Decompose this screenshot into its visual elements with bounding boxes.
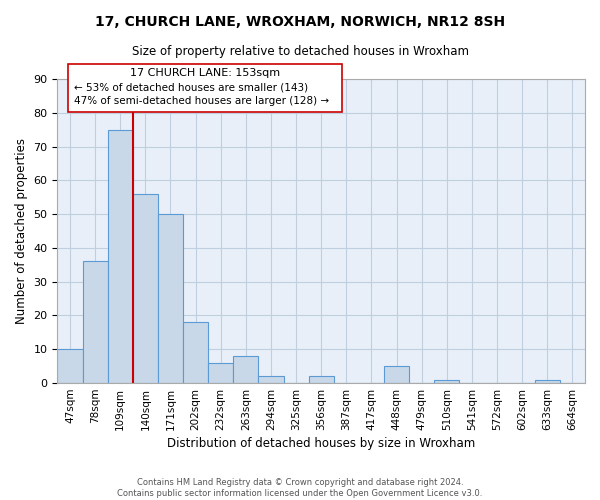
Bar xyxy=(208,363,233,383)
Bar xyxy=(133,194,158,383)
Bar xyxy=(434,380,460,383)
Text: 17 CHURCH LANE: 153sqm: 17 CHURCH LANE: 153sqm xyxy=(130,68,280,78)
Text: Contains HM Land Registry data © Crown copyright and database right 2024.
Contai: Contains HM Land Registry data © Crown c… xyxy=(118,478,482,498)
X-axis label: Distribution of detached houses by size in Wroxham: Distribution of detached houses by size … xyxy=(167,437,475,450)
Bar xyxy=(259,376,284,383)
Text: ← 53% of detached houses are smaller (143): ← 53% of detached houses are smaller (14… xyxy=(74,82,308,92)
Bar xyxy=(83,262,107,383)
Bar xyxy=(233,356,259,383)
Text: Size of property relative to detached houses in Wroxham: Size of property relative to detached ho… xyxy=(131,45,469,58)
Text: 17, CHURCH LANE, WROXHAM, NORWICH, NR12 8SH: 17, CHURCH LANE, WROXHAM, NORWICH, NR12 … xyxy=(95,15,505,29)
Text: 47% of semi-detached houses are larger (128) →: 47% of semi-detached houses are larger (… xyxy=(74,96,329,106)
Bar xyxy=(535,380,560,383)
Bar xyxy=(183,322,208,383)
Bar xyxy=(107,130,133,383)
Bar xyxy=(384,366,409,383)
Bar xyxy=(158,214,183,383)
Bar xyxy=(58,350,83,383)
Bar xyxy=(308,376,334,383)
Y-axis label: Number of detached properties: Number of detached properties xyxy=(15,138,28,324)
